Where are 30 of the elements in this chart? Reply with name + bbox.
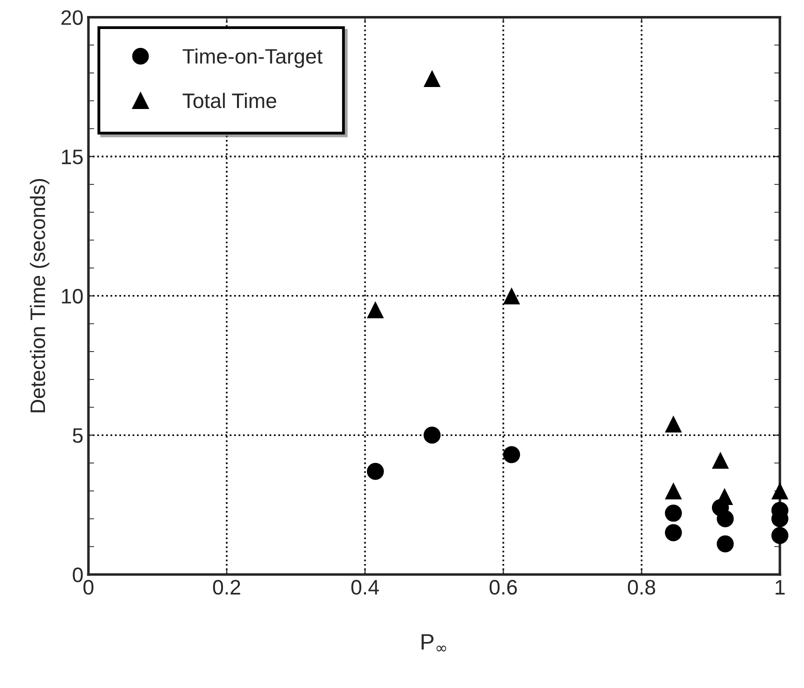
point: [424, 426, 441, 444]
y-tick-label: 10: [62, 288, 83, 304]
x-tick-label: 0.2: [213, 580, 240, 595]
point: [366, 301, 384, 318]
y-tick-label: 5: [72, 428, 83, 443]
point: [664, 416, 682, 433]
point: [716, 535, 734, 552]
point: [366, 462, 384, 480]
y-tick-label: 20: [61, 10, 83, 25]
x-tick-label: 0: [83, 580, 94, 595]
y-tick-label: 15: [62, 150, 83, 164]
point: [424, 70, 441, 88]
y-tick-label: 0: [72, 567, 83, 582]
point: [712, 452, 729, 469]
point: [771, 482, 788, 500]
point: [716, 510, 734, 528]
x-tick-label: 1: [776, 580, 785, 594]
legend-label: Time-on-Target: [182, 48, 322, 68]
point: [664, 482, 682, 500]
point: [771, 526, 788, 544]
point: [664, 524, 682, 542]
point: [664, 504, 682, 522]
x-axis-title: P$_{∞}$: [422, 634, 446, 652]
x-tick-label: 0.6: [490, 580, 517, 595]
point: [503, 446, 520, 464]
x-tick-label: 0.4: [351, 580, 379, 595]
y-axis-title: Detection Time (seconds): [30, 179, 50, 412]
legend-label: Total Time: [182, 92, 276, 108]
point: [503, 287, 520, 304]
x-tick-label: 0.8: [628, 580, 656, 595]
